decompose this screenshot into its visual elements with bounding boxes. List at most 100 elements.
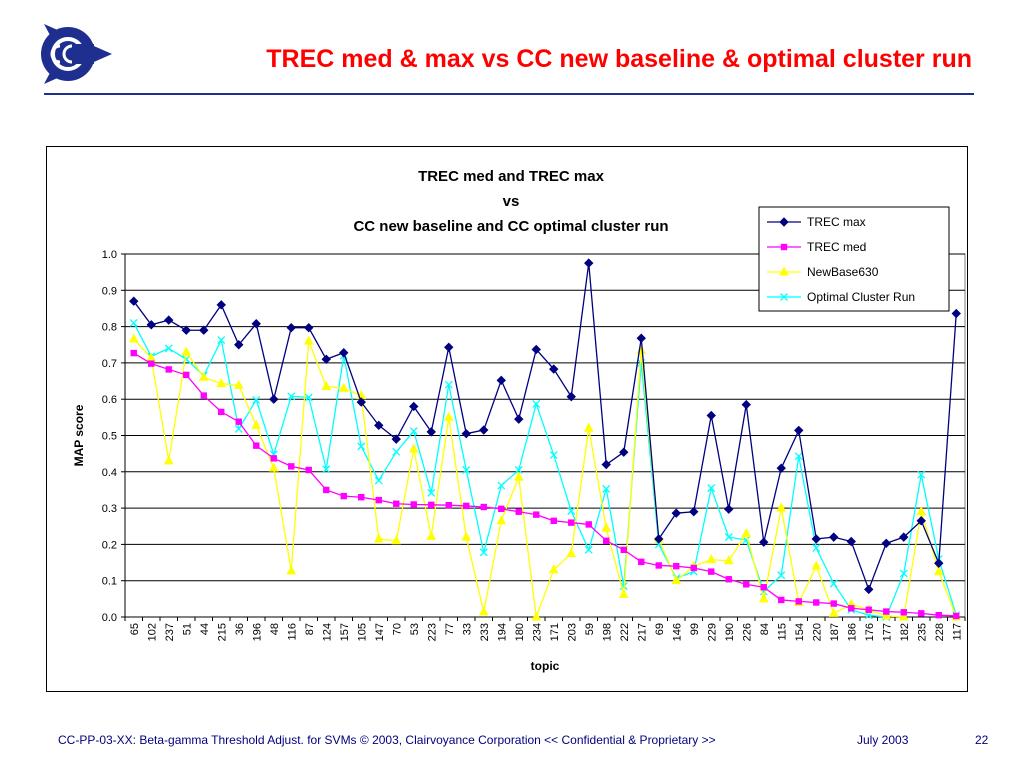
data-point-newbase630	[811, 560, 822, 570]
y-tick-label: 0.8	[102, 322, 117, 334]
data-point-trec-max	[479, 425, 489, 435]
data-point-trec-max	[269, 394, 279, 404]
data-point-trec-max	[304, 322, 314, 333]
data-point-trec-max	[776, 463, 786, 473]
data-point-trec-med	[743, 581, 750, 588]
x-tick-label: 217	[636, 623, 648, 641]
y-tick-label: 0.2	[102, 539, 117, 551]
legend-box	[758, 206, 950, 312]
data-point-optimal-cluster-run	[374, 476, 383, 485]
data-point-optimal-cluster-run	[584, 545, 593, 554]
data-point-trec-med	[655, 562, 662, 569]
x-tick-label: 33	[461, 623, 473, 635]
data-point-trec-max	[146, 320, 156, 330]
data-point-trec-max	[951, 308, 961, 319]
data-point-trec-max	[339, 348, 349, 358]
x-tick-label: 182	[899, 623, 911, 641]
x-tick-label: 70	[391, 623, 403, 635]
data-point-trec-max	[689, 507, 699, 517]
y-tick-label: 0.9	[102, 285, 117, 297]
data-point-trec-max	[899, 532, 909, 542]
data-point-newbase630	[828, 607, 839, 617]
data-point-newbase630	[233, 379, 244, 389]
x-tick-label: 171	[549, 623, 561, 641]
data-point-trec-med	[673, 562, 680, 570]
title-divider	[44, 93, 974, 95]
data-point-newbase630	[776, 502, 787, 512]
x-tick-label: 196	[251, 623, 263, 641]
legend-label: NewBase630	[807, 265, 879, 279]
data-point-optimal-cluster-run	[462, 466, 471, 474]
x-tick-label: 87	[304, 623, 316, 635]
x-tick-label: 237	[164, 623, 176, 641]
data-point-newbase630	[321, 380, 332, 390]
x-tick-label: 146	[671, 623, 683, 641]
x-tick-label: 220	[811, 623, 823, 641]
data-point-trec-med	[305, 466, 312, 474]
data-point-trec-max	[531, 344, 541, 355]
data-point-trec-med	[218, 408, 225, 416]
data-point-trec-med	[638, 558, 645, 566]
data-point-trec-med	[270, 455, 277, 462]
data-point-optimal-cluster-run	[304, 393, 313, 402]
data-point-trec-med	[445, 501, 452, 509]
x-tick-label: 187	[829, 623, 841, 641]
data-point-optimal-cluster-run	[602, 484, 611, 493]
x-tick-label: 69	[654, 623, 666, 635]
x-tick-label: 222	[619, 623, 631, 641]
data-point-newbase630	[443, 411, 454, 421]
data-point-trec-max	[619, 447, 629, 457]
x-tick-label: 36	[234, 623, 246, 635]
x-tick-label: 235	[916, 623, 928, 641]
data-point-trec-max	[759, 537, 769, 547]
x-tick-label: 117	[951, 623, 963, 641]
data-point-trec-max	[374, 420, 384, 431]
data-point-trec-max	[864, 584, 874, 595]
data-point-trec-med	[533, 511, 540, 518]
data-point-newbase630	[496, 515, 507, 525]
x-tick-label: 84	[759, 623, 771, 635]
data-point-trec-med	[953, 612, 960, 620]
data-point-newbase630	[618, 588, 629, 598]
data-point-trec-max	[164, 315, 174, 325]
data-point-optimal-cluster-run	[252, 395, 261, 404]
data-point-optimal-cluster-run	[322, 465, 331, 474]
x-tick-label: 102	[146, 623, 158, 641]
data-point-newbase630	[898, 611, 909, 621]
data-point-trec-max	[514, 414, 524, 424]
data-point-newbase630	[478, 606, 489, 616]
data-point-newbase630	[513, 471, 524, 481]
data-point-trec-max	[741, 399, 751, 410]
data-point-trec-med	[410, 501, 417, 508]
x-tick-label: 234	[531, 623, 543, 641]
data-point-newbase630	[163, 455, 174, 465]
y-tick-label: 0.4	[102, 467, 117, 479]
y-tick-label: 0.1	[102, 576, 117, 588]
x-tick-label: 51	[181, 623, 193, 635]
data-point-trec-med	[760, 584, 767, 591]
data-point-newbase630	[758, 593, 769, 603]
data-point-trec-med	[515, 508, 522, 515]
data-point-optimal-cluster-run	[444, 380, 453, 389]
data-point-trec-max	[636, 333, 646, 343]
data-point-trec-med	[358, 494, 365, 501]
data-point-newbase630	[268, 462, 279, 472]
y-tick-label: 0.6	[102, 394, 117, 406]
x-tick-label: 44	[199, 623, 211, 635]
x-tick-label: 154	[794, 623, 806, 641]
chart-container: 0.0 0.1 0.2 0.3 0.4 0.5 0.6 0.7 0.8 0.9 1.0 65 102 23…	[46, 146, 968, 692]
data-point-trec-max	[321, 354, 331, 364]
x-tick-label: 180	[514, 623, 526, 641]
data-point-optimal-cluster-run	[812, 544, 821, 552]
data-point-trec-med	[918, 610, 925, 617]
data-point-trec-med	[480, 503, 487, 511]
data-point-trec-max	[811, 534, 821, 544]
data-point-optimal-cluster-run	[234, 425, 243, 433]
data-point-newbase630	[251, 419, 262, 429]
data-point-optimal-cluster-run	[497, 481, 506, 490]
x-tick-label: 176	[864, 623, 876, 641]
data-point-newbase630	[286, 565, 297, 575]
x-tick-label: 147	[374, 623, 386, 641]
data-point-trec-med	[725, 576, 732, 583]
data-point-optimal-cluster-run	[182, 355, 191, 364]
